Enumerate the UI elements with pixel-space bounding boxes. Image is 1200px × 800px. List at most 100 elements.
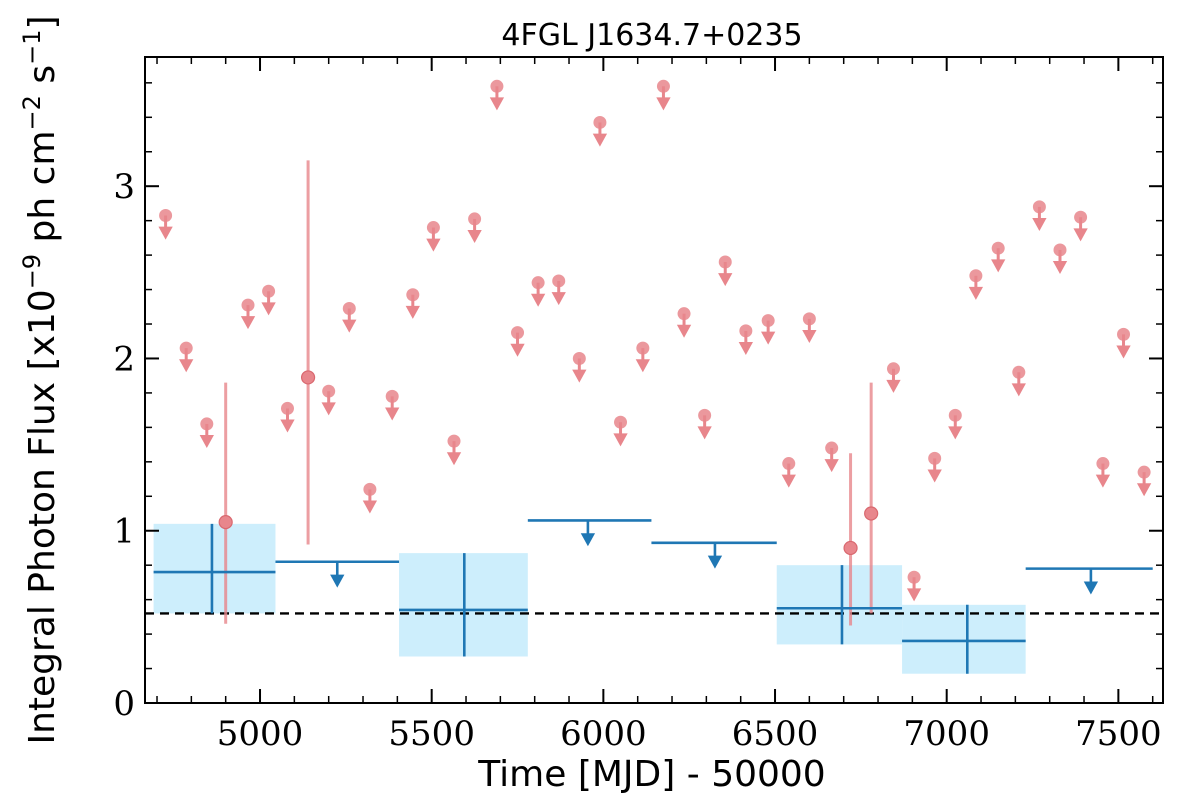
fine-upper-limit-point-16 xyxy=(531,276,545,290)
coarse-upper-limit-arrow-2 xyxy=(707,542,723,569)
y-tick-label-0: 0 xyxy=(113,684,135,724)
fine-upper-limit-arrow-22-head xyxy=(656,97,671,111)
fine-upper-limit-point-27 xyxy=(761,314,775,328)
fine-upper-limit-arrow-34-head xyxy=(948,426,963,440)
fine-upper-limit-point-31 xyxy=(886,362,900,376)
fine-upper-limit-arrow-21-head xyxy=(635,359,650,373)
fine-upper-limit-point-20 xyxy=(614,415,628,429)
fine-upper-limit-arrow-35-head xyxy=(968,286,984,300)
fine-upper-limit-point-39 xyxy=(1053,243,1067,257)
fine-upper-limit-arrow-30-head xyxy=(824,459,839,473)
fine-upper-limit-point-38 xyxy=(1032,200,1046,214)
fine-upper-limit-point-0 xyxy=(159,208,173,222)
fine-upper-limit-arrow-1-head xyxy=(179,359,194,373)
coarse-error-box-3 xyxy=(902,604,1026,674)
fine-upper-limit-arrow-19-head xyxy=(592,133,608,147)
fine-upper-limit-point-12 xyxy=(447,434,461,448)
fine-upper-limit-arrow-7-head xyxy=(342,319,357,333)
fine-upper-limit-arrow-15-head xyxy=(510,343,525,357)
fine-upper-limit-point-34 xyxy=(948,408,962,422)
fine-upper-limit-arrow-11-head xyxy=(426,238,441,252)
x-tick-label-1: 5500 xyxy=(388,714,475,754)
fine-upper-limit-arrow-5-head xyxy=(280,419,295,433)
fine-upper-limit-point-35 xyxy=(969,269,983,283)
fine-upper-limit-arrow-28-head xyxy=(781,474,796,488)
fine-upper-limit-point-17 xyxy=(552,274,566,288)
fine-upper-limit-point-32 xyxy=(907,570,921,584)
y-tick-label-2: 2 xyxy=(113,339,135,379)
fine-upper-limit-arrow-4-head xyxy=(261,302,276,316)
y-axis-title: Integral Photon Flux [x10−9 ph cm−2 s−1] xyxy=(18,15,63,744)
fine-upper-limit-arrow-9-head xyxy=(385,407,400,421)
fine-upper-limit-arrow-18-head xyxy=(572,369,587,383)
fine-upper-limit-point-36 xyxy=(991,241,1005,255)
fine-upper-limit-point-28 xyxy=(782,457,796,471)
fine-upper-limit-arrow-6-head xyxy=(321,402,336,416)
fine-upper-limit-arrow-38-head xyxy=(1032,217,1047,231)
fine-upper-limit-point-37 xyxy=(1012,365,1026,379)
coarse-upper-limit-arrow-0-head xyxy=(330,574,345,588)
fine-detection-point-2 xyxy=(843,540,858,556)
fine-upper-limit-arrow-31-head xyxy=(886,379,901,393)
fine-upper-limit-arrow-27-head xyxy=(761,331,776,345)
coarse-error-box-2 xyxy=(776,565,903,645)
fine-upper-limit-point-43 xyxy=(1137,465,1151,479)
coarse-upper-limit-arrow-1 xyxy=(580,520,596,547)
fine-upper-limit-point-1 xyxy=(179,341,193,355)
fine-upper-limit-arrow-3-head xyxy=(240,316,256,330)
fine-upper-limit-arrow-17-head xyxy=(551,292,566,306)
fine-upper-limit-arrow-33-head xyxy=(927,469,942,483)
fine-upper-limit-point-26 xyxy=(739,324,753,338)
fine-upper-limit-point-25 xyxy=(718,255,732,269)
fine-upper-limit-arrow-29-head xyxy=(802,329,817,343)
fine-upper-limit-arrow-0-head xyxy=(158,226,173,240)
fine-upper-limit-arrow-20-head xyxy=(613,433,628,447)
fine-upper-limit-point-41 xyxy=(1096,457,1110,471)
fine-upper-limit-point-2 xyxy=(200,417,214,431)
fine-upper-limit-point-18 xyxy=(572,351,586,365)
fine-upper-limit-point-29 xyxy=(802,312,816,326)
fine-upper-limit-point-8 xyxy=(363,482,377,496)
fine-detection-point-1 xyxy=(300,370,316,385)
fine-upper-limit-point-22 xyxy=(656,79,670,93)
plot-area: 5000 5500 6000 6500 7000 7500 0 1 2 3 xyxy=(113,56,1164,754)
x-tick-label-5: 7500 xyxy=(1075,714,1162,754)
fine-upper-limit-point-40 xyxy=(1074,210,1088,224)
fine-upper-limit-point-7 xyxy=(342,302,356,316)
fine-upper-limit-arrow-16-head xyxy=(530,293,546,307)
fine-upper-limit-arrow-36-head xyxy=(991,259,1006,273)
fine-upper-limit-arrow-41-head xyxy=(1095,474,1111,488)
fine-upper-limit-arrow-25-head xyxy=(718,273,733,287)
fine-upper-limit-point-30 xyxy=(825,441,839,455)
fine-upper-limit-arrow-37-head xyxy=(1011,383,1026,397)
coarse-error-box-0 xyxy=(153,523,276,614)
x-tick-label-0: 5000 xyxy=(217,714,304,754)
fine-upper-limit-point-13 xyxy=(468,212,482,226)
y-tick-label-3: 3 xyxy=(113,167,135,207)
fine-upper-limit-arrow-43-head xyxy=(1136,483,1152,497)
fine-upper-limit-point-5 xyxy=(280,401,294,415)
coarse-upper-limit-arrow-0 xyxy=(330,561,345,588)
fine-upper-limit-point-14 xyxy=(490,79,504,93)
x-tick-label-3: 6500 xyxy=(732,714,819,754)
fine-detection-point-0 xyxy=(218,515,233,530)
fine-upper-limit-arrow-8-head xyxy=(362,500,378,514)
fine-upper-limit-point-23 xyxy=(677,307,691,321)
plot-frame xyxy=(144,56,1164,704)
fine-upper-limit-arrow-39-head xyxy=(1052,261,1068,275)
fine-upper-limit-point-6 xyxy=(322,384,336,398)
fine-upper-limit-point-10 xyxy=(406,288,420,302)
fine-upper-limit-point-9 xyxy=(385,389,399,403)
y-tick-label-1: 1 xyxy=(113,512,135,552)
fine-upper-limit-point-19 xyxy=(593,115,607,129)
fine-upper-limit-arrow-26-head xyxy=(738,342,753,356)
chart-title: 4FGL J1634.7+0235 xyxy=(501,18,802,53)
fine-upper-limit-arrow-13-head xyxy=(467,230,482,244)
fine-upper-limit-point-24 xyxy=(698,408,712,422)
fine-upper-limit-point-15 xyxy=(511,326,525,340)
coarse-upper-limit-arrow-1-head xyxy=(580,533,596,547)
x-tick-label-2: 6000 xyxy=(560,714,647,754)
x-axis-title: Time [MJD] - 50000 xyxy=(477,754,825,795)
fine-upper-limit-arrow-42-head xyxy=(1116,345,1131,359)
